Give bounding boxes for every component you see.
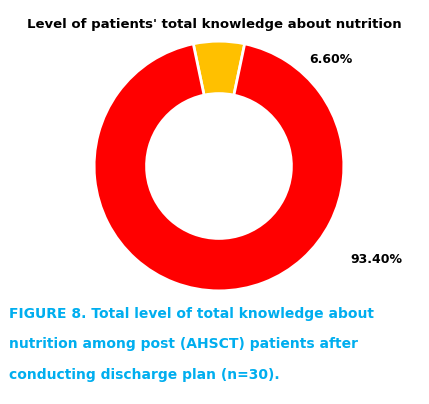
Text: Level of patients' total knowledge about nutrition: Level of patients' total knowledge about… [27,18,402,31]
Text: conducting discharge plan (n=30).: conducting discharge plan (n=30). [9,368,279,382]
Wedge shape [193,41,245,95]
Text: 6.60%: 6.60% [309,53,352,66]
Text: 93.40%: 93.40% [350,253,402,266]
Wedge shape [94,44,344,291]
Text: nutrition among post (AHSCT) patients after: nutrition among post (AHSCT) patients af… [9,337,358,351]
Text: FIGURE 8. Total level of total knowledge about: FIGURE 8. Total level of total knowledge… [9,307,374,321]
